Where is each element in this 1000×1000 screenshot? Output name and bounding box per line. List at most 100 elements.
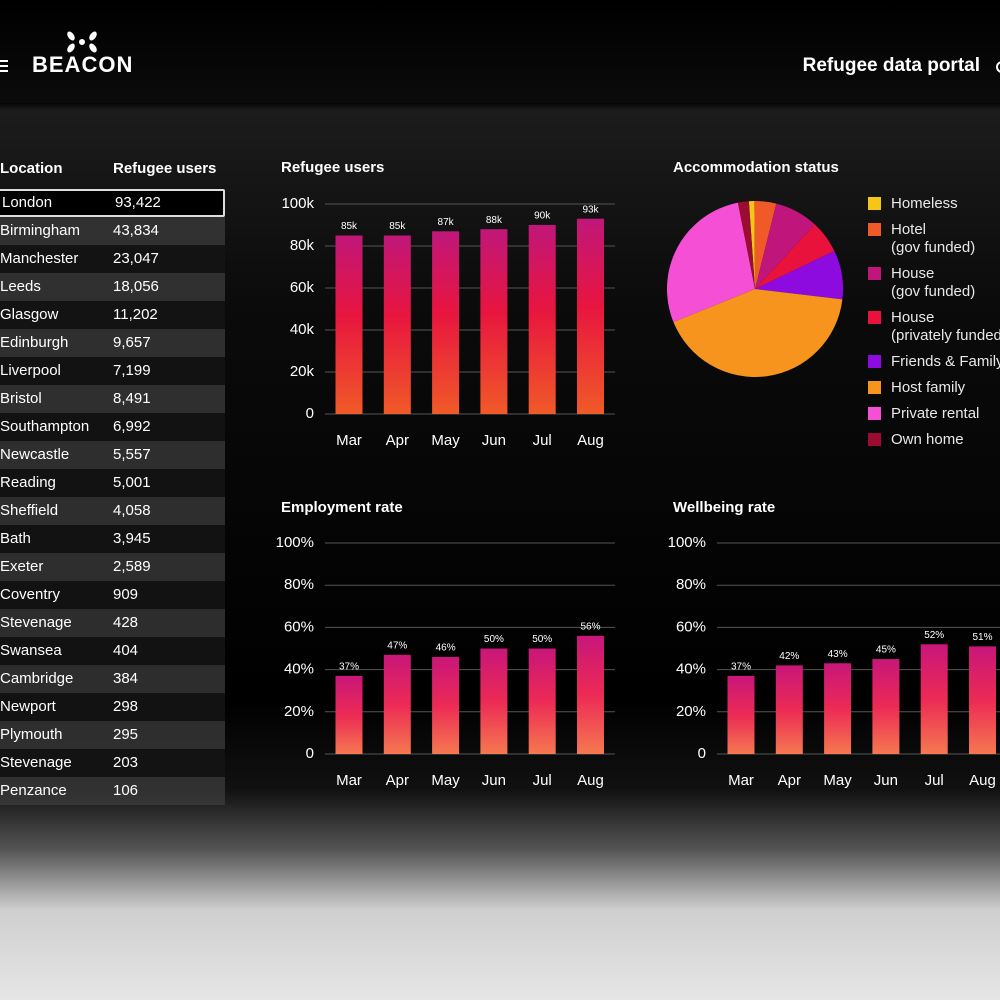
table-row[interactable]: Sheffield 4,058 bbox=[0, 497, 225, 525]
table-row[interactable]: Stevenage 428 bbox=[0, 609, 225, 637]
pie-slice bbox=[748, 201, 755, 289]
pie-slice bbox=[667, 202, 755, 322]
table-row[interactable]: Swansea 404 bbox=[0, 637, 225, 665]
y-tick-label: 100k bbox=[281, 195, 314, 212]
table-row[interactable]: Newcastle 5,557 bbox=[0, 441, 225, 469]
column-header: Refugee users bbox=[113, 160, 217, 177]
bar bbox=[383, 235, 411, 414]
table-row[interactable]: Southampton 6,992 bbox=[0, 413, 225, 441]
location-cell: Coventry bbox=[0, 586, 61, 603]
table-row[interactable]: Edinburgh 9,657 bbox=[0, 329, 225, 357]
x-tick-label: Apr bbox=[778, 772, 801, 789]
page-title: Refugee data portal bbox=[802, 55, 980, 76]
location-cell: Liverpool bbox=[0, 362, 61, 379]
users-cell: 384 bbox=[113, 670, 139, 687]
location-cell: Glasgow bbox=[0, 306, 59, 323]
y-tick-label: 40% bbox=[676, 661, 706, 678]
pie-slice bbox=[755, 224, 835, 289]
location-cell: Reading bbox=[0, 474, 56, 491]
logo[interactable]: BEACON bbox=[32, 52, 134, 77]
legend-label: Private rental bbox=[891, 405, 980, 422]
legend-label: House (privately funded) bbox=[891, 309, 1000, 344]
users-cell: 909 bbox=[113, 586, 139, 603]
table-row[interactable]: London 93,422 bbox=[0, 189, 225, 217]
value-label: 45% bbox=[876, 645, 896, 656]
legend-swatch bbox=[868, 267, 881, 280]
x-tick-label: Apr bbox=[386, 772, 409, 789]
bar bbox=[969, 646, 996, 754]
location-cell: Swansea bbox=[0, 642, 62, 659]
users-cell: 93,422 bbox=[115, 194, 161, 211]
menu-icon[interactable] bbox=[0, 57, 12, 77]
users-cell: 106 bbox=[113, 782, 139, 799]
x-tick-label: Mar bbox=[336, 432, 362, 449]
value-label: 93k bbox=[582, 204, 599, 215]
pie-slice bbox=[754, 201, 777, 289]
users-cell: 428 bbox=[113, 614, 139, 631]
table-row[interactable]: Leeds 18,056 bbox=[0, 273, 225, 301]
users-cell: 3,945 bbox=[113, 530, 151, 547]
y-tick-label: 80% bbox=[676, 576, 706, 593]
legend-label: House (gov funded) bbox=[891, 265, 976, 300]
users-cell: 203 bbox=[113, 754, 139, 771]
x-tick-label: Jun bbox=[874, 772, 898, 789]
value-label: 37% bbox=[731, 662, 751, 673]
chart-title: Accommodation status bbox=[673, 159, 839, 176]
users-cell: 7,199 bbox=[113, 362, 151, 379]
table-row[interactable]: Liverpool 7,199 bbox=[0, 357, 225, 385]
location-cell: Manchester bbox=[0, 250, 79, 267]
table-row[interactable]: Plymouth 295 bbox=[0, 721, 225, 749]
y-tick-label: 80% bbox=[284, 576, 314, 593]
legend-swatch bbox=[868, 223, 881, 236]
location-cell: Cambridge bbox=[0, 670, 74, 687]
table-row[interactable]: Stevenage 203 bbox=[0, 749, 225, 777]
settings-icon[interactable] bbox=[996, 57, 1000, 77]
table-row[interactable]: Newport 298 bbox=[0, 693, 225, 721]
table-row[interactable]: Coventry 909 bbox=[0, 581, 225, 609]
bar bbox=[335, 675, 363, 754]
table-row[interactable]: Bath 3,945 bbox=[0, 525, 225, 553]
table-row[interactable]: Glasgow 11,202 bbox=[0, 301, 225, 329]
bar bbox=[920, 644, 948, 754]
value-label: 42% bbox=[779, 651, 799, 662]
legend-swatch bbox=[868, 197, 881, 210]
legend-swatch bbox=[868, 311, 881, 324]
bar bbox=[480, 229, 508, 414]
bar bbox=[383, 654, 411, 754]
table-row[interactable]: Cambridge 384 bbox=[0, 665, 225, 693]
location-cell: Stevenage bbox=[0, 614, 72, 631]
y-tick-label: 40k bbox=[290, 321, 315, 338]
x-tick-label: May bbox=[431, 772, 460, 789]
bar bbox=[432, 231, 460, 414]
table-row[interactable]: Birmingham 43,834 bbox=[0, 217, 225, 245]
value-label: 46% bbox=[436, 643, 456, 654]
legend-label: Hotel (gov funded) bbox=[891, 221, 976, 256]
x-tick-label: Aug bbox=[577, 432, 604, 449]
x-tick-label: Jun bbox=[482, 772, 506, 789]
bar bbox=[528, 648, 556, 754]
bar bbox=[577, 218, 604, 414]
bar bbox=[528, 225, 556, 414]
legend-label: Host family bbox=[891, 379, 966, 396]
header: BEACON Refugee data portal bbox=[0, 0, 1000, 103]
y-tick-label: 80k bbox=[290, 237, 315, 254]
y-tick-label: 0 bbox=[698, 745, 706, 762]
table-row[interactable]: Penzance 106 bbox=[0, 777, 225, 805]
value-label: 43% bbox=[828, 649, 848, 660]
value-label: 47% bbox=[387, 640, 407, 651]
x-tick-label: Mar bbox=[336, 772, 362, 789]
table-row[interactable]: Bristol 8,491 bbox=[0, 385, 225, 413]
pie-slice bbox=[673, 289, 843, 378]
location-cell: Newport bbox=[0, 698, 56, 715]
users-cell: 43,834 bbox=[113, 222, 159, 239]
legend-label: Friends & Family bbox=[891, 353, 1000, 370]
table-row[interactable]: Exeter 2,589 bbox=[0, 553, 225, 581]
x-tick-label: Jul bbox=[533, 772, 552, 789]
value-label: 52% bbox=[924, 630, 944, 641]
location-cell: Plymouth bbox=[0, 726, 63, 743]
table-row[interactable]: Reading 5,001 bbox=[0, 469, 225, 497]
x-tick-label: Aug bbox=[577, 772, 604, 789]
value-label: 56% bbox=[580, 621, 600, 632]
table-row[interactable]: Manchester 23,047 bbox=[0, 245, 225, 273]
location-cell: Southampton bbox=[0, 418, 90, 435]
